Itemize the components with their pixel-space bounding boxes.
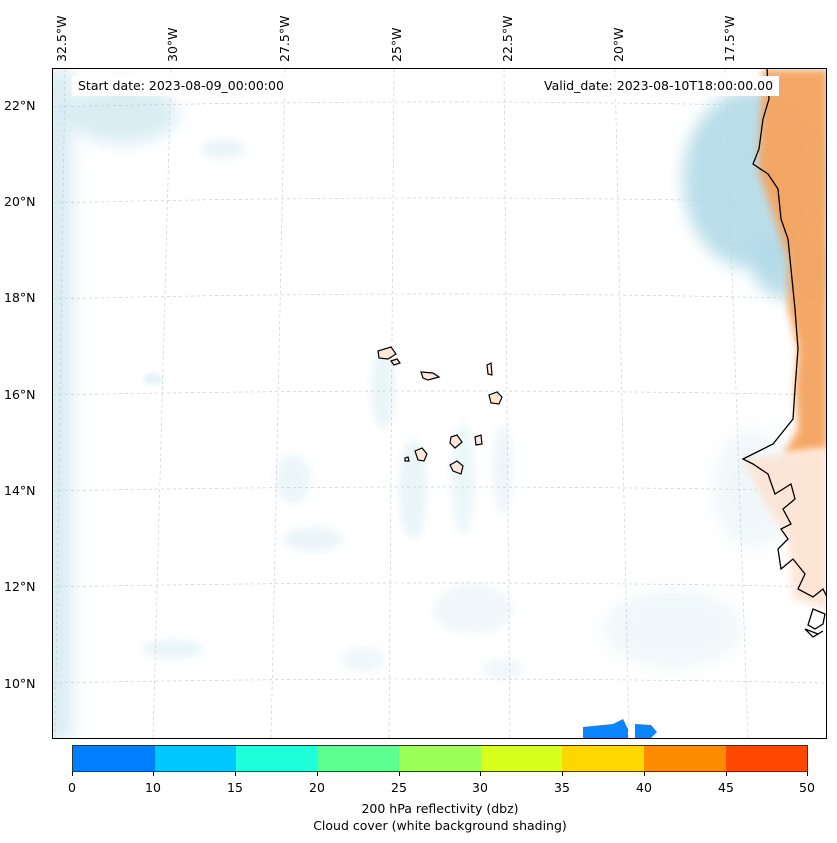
colorbar-tick-label: 35 bbox=[554, 780, 570, 795]
start-date-label: Start date: 2023-08-09_00:00:00 bbox=[72, 76, 290, 96]
colorbar-title: 200 hPa reflectivity (dbz) bbox=[361, 801, 519, 816]
colorbar bbox=[72, 745, 808, 772]
lat-label: 22°N bbox=[4, 98, 36, 113]
colorbar-tick-label: 25 bbox=[391, 780, 407, 795]
colorbar-subtitle: Cloud cover (white background shading) bbox=[313, 818, 567, 833]
colorbar-segment bbox=[643, 746, 726, 771]
colorbar-tickmark bbox=[807, 772, 808, 776]
lon-label: 25°W bbox=[389, 27, 404, 62]
colorbar-tick-label: 0 bbox=[68, 780, 76, 795]
colorbar-segment bbox=[154, 746, 237, 771]
valid-date-label: Valid_date: 2023-08-10T18:00:00.00 bbox=[538, 76, 780, 96]
lon-label: 17.5°W bbox=[722, 15, 737, 62]
colorbar-tick-label: 20 bbox=[309, 780, 325, 795]
lon-label: 32.5°W bbox=[54, 15, 69, 62]
cape-verde-islands bbox=[377, 346, 503, 475]
colorbar-segment bbox=[399, 746, 481, 771]
land-shading bbox=[743, 69, 826, 609]
colorbar-tickmark bbox=[399, 772, 400, 776]
lon-label: 27.5°W bbox=[277, 15, 292, 62]
reflectivity-echo bbox=[583, 719, 657, 738]
lon-label: 20°W bbox=[611, 27, 626, 62]
colorbar-segment bbox=[73, 746, 155, 771]
lat-label: 12°N bbox=[4, 579, 36, 594]
map-canvas bbox=[53, 69, 826, 738]
colorbar-segment bbox=[725, 746, 808, 771]
colorbar-tick-label: 45 bbox=[718, 780, 734, 795]
colorbar-tickmark bbox=[644, 772, 645, 776]
lon-label: 30°W bbox=[165, 27, 180, 62]
lat-label: 14°N bbox=[4, 483, 36, 498]
colorbar-tick-label: 50 bbox=[799, 780, 815, 795]
colorbar-tickmark bbox=[72, 772, 73, 776]
cloud-cover-layer bbox=[53, 69, 826, 738]
colorbar-tickmark bbox=[480, 772, 481, 776]
lat-label: 10°N bbox=[4, 676, 36, 691]
colorbar-segment bbox=[562, 746, 644, 771]
lon-label: 22.5°W bbox=[500, 15, 515, 62]
colorbar-segment bbox=[236, 746, 318, 771]
colorbar-tickmark bbox=[726, 772, 727, 776]
colorbar-tickmark bbox=[562, 772, 563, 776]
colorbar-segment bbox=[480, 746, 563, 771]
lat-label: 20°N bbox=[4, 194, 36, 209]
lat-label: 16°N bbox=[4, 387, 36, 402]
colorbar-tickmark bbox=[153, 772, 154, 776]
colorbar-tick-label: 40 bbox=[636, 780, 652, 795]
colorbar-tick-label: 10 bbox=[145, 780, 161, 795]
map-panel bbox=[52, 68, 827, 739]
colorbar-segment bbox=[317, 746, 400, 771]
colorbar-tick-label: 15 bbox=[227, 780, 243, 795]
lat-label: 18°N bbox=[4, 290, 36, 305]
colorbar-tick-label: 30 bbox=[472, 780, 488, 795]
coastline bbox=[741, 69, 826, 638]
colorbar-tickmark bbox=[317, 772, 318, 776]
colorbar-tickmark bbox=[235, 772, 236, 776]
